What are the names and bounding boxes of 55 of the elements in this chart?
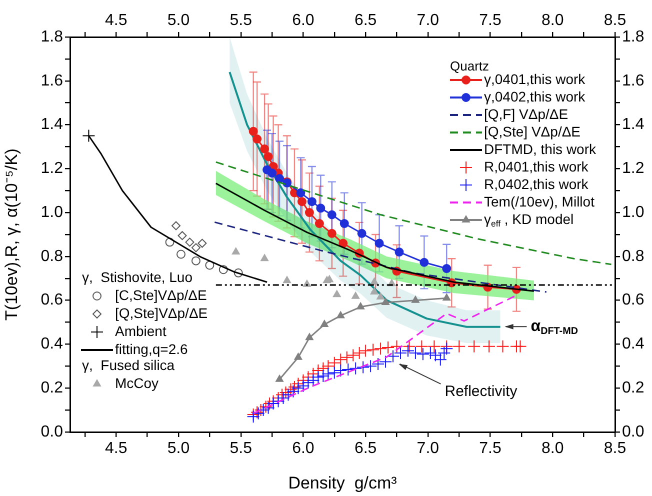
y-tick-label: 0.6	[40, 292, 64, 309]
legend-label: [Q,F] VΔp/ΔE	[484, 106, 568, 122]
legend-label: McCoy	[115, 374, 159, 391]
x-tick-label: 4.5	[105, 440, 128, 458]
legend-label: R,0402,this work	[484, 176, 590, 192]
legend-label: fitting,q=2.6	[115, 340, 188, 357]
y-tick-label: 0.0	[40, 423, 64, 440]
y-axis-title: T(10ev),R, γ, α(10⁻⁵/K)	[2, 148, 21, 321]
y-tick-label: 1.2	[40, 160, 64, 178]
annotation: Reflectivity	[444, 383, 518, 400]
x-tick-label: 6.5	[354, 440, 377, 458]
x2-tick-label: 5.0	[167, 12, 190, 29]
y2-tick-label: 1.2	[622, 160, 644, 178]
y-tick-label: 1.0	[40, 204, 64, 221]
legend-label: γ,0402,this work	[484, 88, 586, 104]
y-tick-label: 0.2	[40, 380, 64, 397]
x2-tick-label: 7.5	[479, 12, 502, 29]
legend-label: R,0401,this work	[484, 158, 590, 174]
y2-tick-label: 1.6	[622, 72, 644, 90]
legend-label: [Q,Ste]VΔp/ΔE	[115, 304, 208, 321]
y-tick-label: 1.4	[40, 116, 64, 134]
x-axis-title: Density g/cm³	[288, 473, 398, 492]
x-tick-label: 7.5	[479, 440, 502, 458]
y2-tick-label: 0.2	[622, 380, 644, 397]
x2-tick-label: 6.0	[292, 12, 314, 29]
y2-tick-label: 0.8	[622, 248, 644, 265]
annotation: γ, Stishovite, Luo	[82, 268, 193, 285]
x-tick-label: 8.5	[604, 440, 626, 458]
legend-label: Tem(/10ev), Millot	[484, 193, 595, 210]
y2-tick-label: 1.4	[622, 116, 644, 134]
x-tick-label: 6.0	[292, 440, 314, 458]
x2-tick-label: 8.5	[604, 12, 626, 29]
legend-label: DFTMD, this work	[484, 140, 597, 157]
legend-label: Ambient	[115, 322, 166, 339]
x2-tick-label: 6.5	[354, 12, 377, 29]
y-tick-label: 1.6	[40, 72, 64, 90]
y2-tick-label: 1.8	[622, 28, 644, 46]
y2-tick-label: 0.4	[622, 336, 644, 353]
legend-label: [C,Ste]VΔp/ΔE	[115, 286, 207, 303]
y-tick-label: 0.4	[40, 336, 64, 353]
x2-tick-label: 7.0	[416, 12, 440, 29]
y-tick-label: 1.8	[40, 28, 64, 46]
x2-tick-label: 8.0	[542, 12, 564, 29]
y2-tick-label: 0.6	[622, 292, 644, 309]
x-tick-label: 5.5	[230, 440, 252, 458]
x-tick-label: 7.0	[416, 440, 440, 458]
annotation: γ, Fused silica	[82, 356, 175, 373]
x-tick-label: 8.0	[542, 440, 564, 458]
y2-tick-label: 1.0	[622, 204, 644, 221]
x-tick-label: 5.0	[167, 440, 190, 458]
x2-tick-label: 4.5	[105, 12, 128, 29]
x2-tick-label: 5.5	[230, 12, 252, 29]
legend-label: [Q,Ste] VΔp/ΔE	[484, 123, 581, 140]
y2-tick-label: 0.0	[622, 423, 644, 440]
y-tick-label: 0.8	[40, 248, 64, 265]
